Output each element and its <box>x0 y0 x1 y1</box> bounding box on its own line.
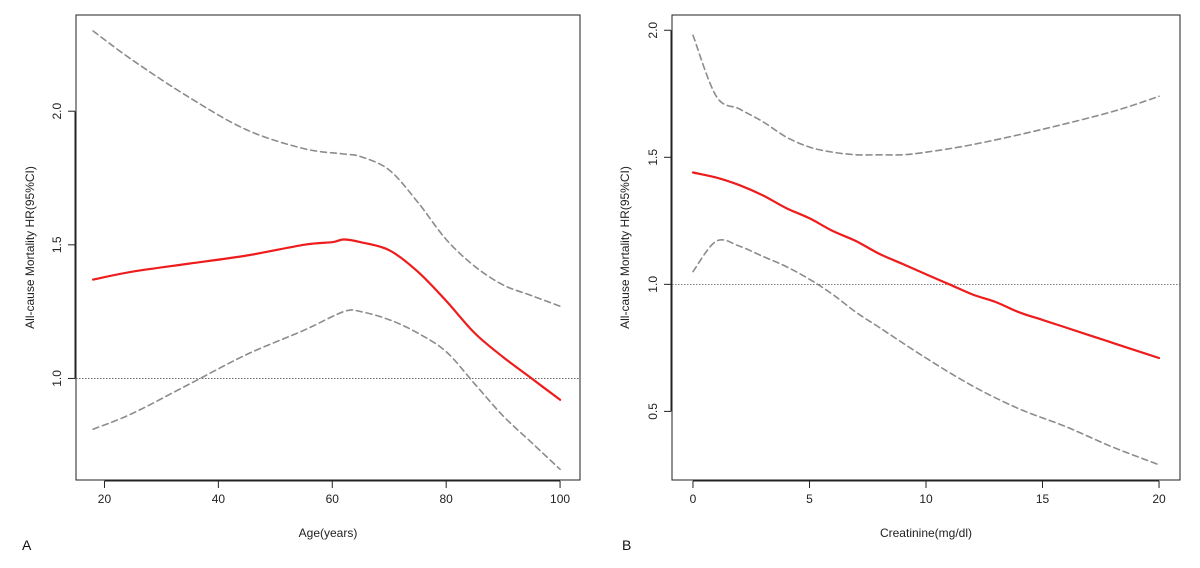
y-tick-label: 2.0 <box>50 103 64 120</box>
x-tick-label: 20 <box>98 492 112 506</box>
y-tick-label: 1.0 <box>646 276 660 293</box>
x-tick-label: 15 <box>1036 492 1050 506</box>
y-tick-label: 1.5 <box>50 236 64 253</box>
upper-ci-line <box>692 34 1160 156</box>
x-tick-label: 10 <box>919 492 933 506</box>
panel-a: 20 40 60 80 100 1.0 1.5 2.0 Age(years) All-cause … <box>22 14 581 553</box>
y-tick-label: 0.5 <box>646 403 660 420</box>
lower-ci-line <box>92 309 561 471</box>
x-tick-label: 60 <box>326 492 340 506</box>
x-tick-label: 20 <box>1152 492 1166 506</box>
panel-label: B <box>622 537 631 553</box>
panel-b: 0 5 10 15 20 0.5 1.0 1.5 2.0 Creatinine(mg/dl) All… <box>618 14 1181 553</box>
y-tick-label: 1.0 <box>50 370 64 387</box>
panel-label: A <box>22 537 32 553</box>
x-tick-label: 80 <box>439 492 453 506</box>
lower-ci-line <box>692 238 1160 466</box>
hr-line <box>691 171 1161 360</box>
hr-line <box>92 238 562 401</box>
y-axis-title: All-cause Mortality HR(95%CI) <box>618 166 632 329</box>
y-axis-title: All-cause Mortality HR(95%CI) <box>23 166 37 329</box>
x-axis-title: Age(years) <box>299 526 358 540</box>
y-tick-label: 1.5 <box>646 149 660 166</box>
x-tick-label: 0 <box>690 492 697 506</box>
x-tick-label: 5 <box>806 492 813 506</box>
x-axis-title: Creatinine(mg/dl) <box>880 526 972 540</box>
y-tick-label: 2.0 <box>646 22 660 39</box>
x-tick-label: 100 <box>550 492 570 506</box>
upper-ci-line <box>92 30 561 308</box>
plot-frame <box>671 14 1181 481</box>
x-tick-label: 40 <box>212 492 226 506</box>
plot-frame <box>75 14 581 481</box>
